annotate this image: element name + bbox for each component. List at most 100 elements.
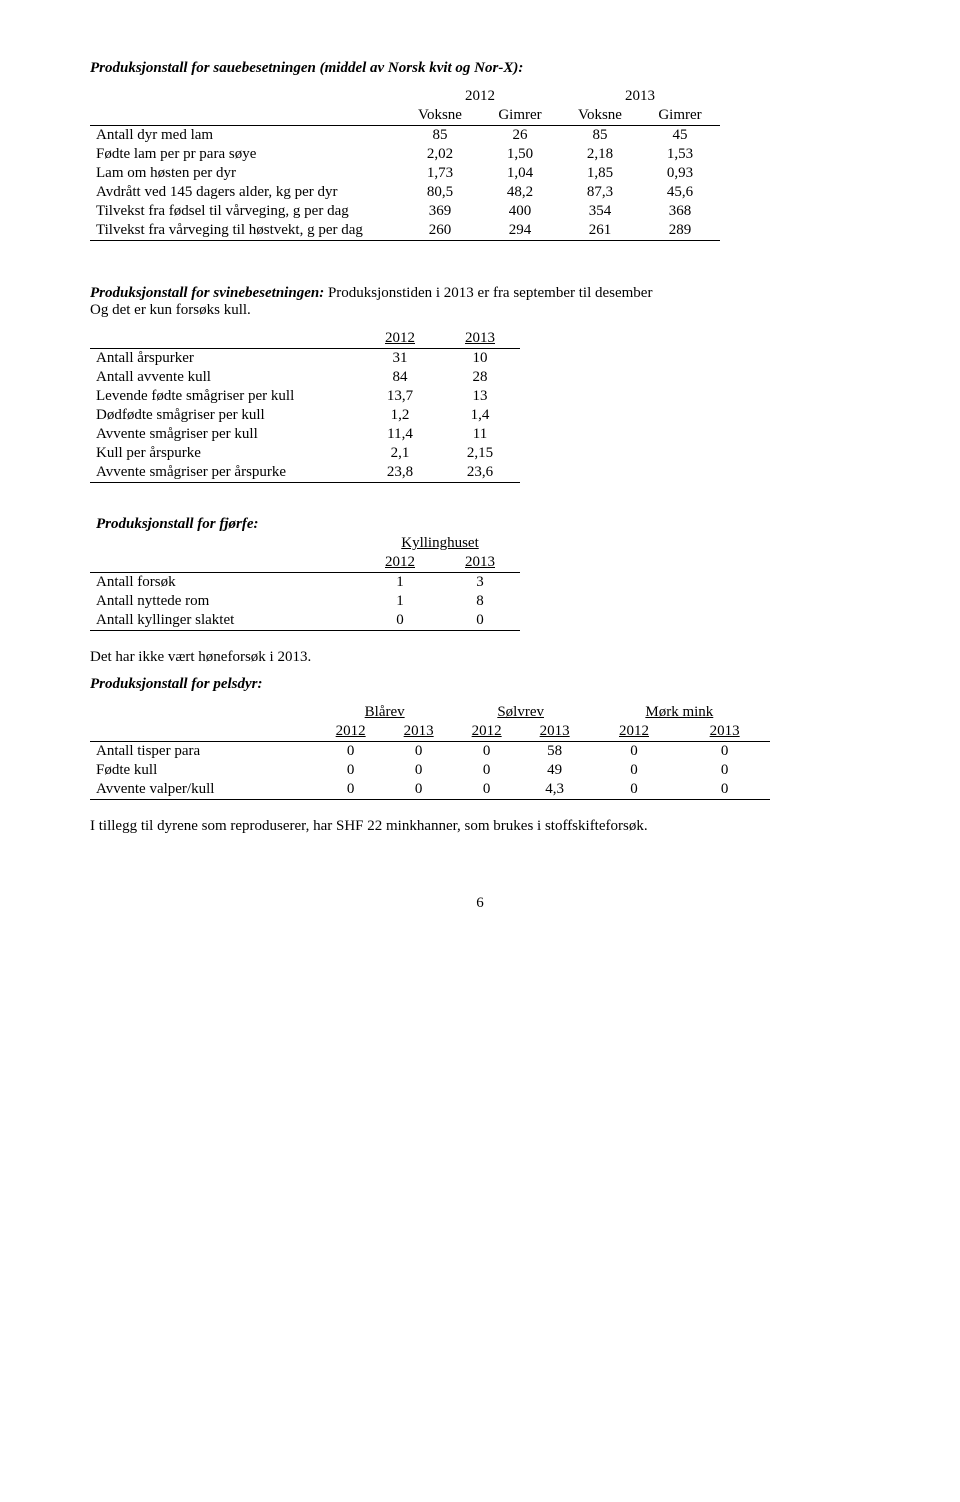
table-cell: 85 [560, 126, 640, 146]
fur-y3: 2012 [453, 722, 521, 742]
poultry-title: Produksjonstall for fjørfe: [90, 515, 360, 534]
table-cell: 2,02 [400, 145, 480, 164]
table-cell: 0 [317, 761, 385, 780]
table-cell: 2,15 [440, 444, 520, 463]
table-cell: 58 [521, 742, 589, 762]
table-cell: 0 [317, 780, 385, 800]
table-cell: 1,85 [560, 164, 640, 183]
table-cell: 1,2 [360, 406, 440, 425]
poultry-note: Det har ikke vært høneforsøk i 2013. [90, 649, 870, 666]
fur-y6: 2013 [679, 722, 770, 742]
table-row-label: Levende fødte smågriser per kull [90, 387, 360, 406]
table-cell: 0 [317, 742, 385, 762]
table-cell: 354 [560, 202, 640, 221]
table-cell: 1 [360, 592, 440, 611]
table-cell: 0 [679, 761, 770, 780]
table-row-label: Avvente valper/kull [90, 780, 317, 800]
table-row-label: Avdrått ved 145 dagers alder, kg per dyr [90, 183, 400, 202]
table-row-label: Avvente smågriser per årspurke [90, 463, 360, 483]
table-cell: 45 [640, 126, 720, 146]
table-cell: 10 [440, 349, 520, 369]
table-cell: 0 [679, 742, 770, 762]
table-cell: 11,4 [360, 425, 440, 444]
fur-note: I tillegg til dyrene som reproduserer, h… [90, 818, 870, 835]
fur-table: Blårev Sølvrev Mørk mink 2012 2013 2012 … [90, 703, 770, 800]
sheep-year-2: 2013 [560, 87, 720, 106]
swine-intro-label: Produksjonstall for svinebesetningen: [90, 285, 324, 301]
table-cell: 0 [385, 761, 453, 780]
fur-y4: 2013 [521, 722, 589, 742]
table-cell: 0 [440, 611, 520, 631]
table-row-label: Tilvekst fra vårveging til høstvekt, g p… [90, 221, 400, 241]
table-cell: 1,4 [440, 406, 520, 425]
table-cell: 1 [360, 573, 440, 593]
table-row-label: Avvente smågriser per kull [90, 425, 360, 444]
table-cell: 48,2 [480, 183, 560, 202]
table-cell: 1,73 [400, 164, 480, 183]
table-cell: 23,6 [440, 463, 520, 483]
table-cell: 87,3 [560, 183, 640, 202]
table-cell: 369 [400, 202, 480, 221]
table-row-label: Lam om høsten per dyr [90, 164, 400, 183]
fur-group-2: Sølvrev [453, 703, 589, 722]
table-cell: 1,04 [480, 164, 560, 183]
table-cell: 2,18 [560, 145, 640, 164]
poultry-table: Produksjonstall for fjørfe: Kyllinghuset… [90, 515, 520, 631]
fur-title: Produksjonstall for pelsdyr: [90, 676, 870, 693]
table-cell: 2,1 [360, 444, 440, 463]
table-row-label: Antall avvente kull [90, 368, 360, 387]
table-cell: 368 [640, 202, 720, 221]
table-cell: 0 [385, 742, 453, 762]
swine-year-1: 2012 [360, 329, 440, 349]
sheep-table: 2012 2013 Voksne Gimrer Voksne Gimrer An… [90, 87, 720, 241]
sheep-sub-4: Gimrer [640, 106, 720, 126]
poultry-year-1: 2012 [360, 553, 440, 573]
poultry-year-2: 2013 [440, 553, 520, 573]
table-cell: 4,3 [521, 780, 589, 800]
table-cell: 0 [385, 780, 453, 800]
table-cell: 49 [521, 761, 589, 780]
fur-group-3: Mørk mink [589, 703, 770, 722]
fur-y5: 2012 [589, 722, 680, 742]
table-cell: 8 [440, 592, 520, 611]
table-cell: 3 [440, 573, 520, 593]
table-row-label: Kull per årspurke [90, 444, 360, 463]
table-cell: 0,93 [640, 164, 720, 183]
swine-intro: Produksjonstall for svinebesetningen: Pr… [90, 285, 870, 319]
table-row-label: Tilvekst fra fødsel til vårveging, g per… [90, 202, 400, 221]
table-row-label: Antall kyllinger slaktet [90, 611, 360, 631]
table-row-label: Antall tisper para [90, 742, 317, 762]
table-cell: 26 [480, 126, 560, 146]
table-cell: 0 [360, 611, 440, 631]
table-cell: 1,53 [640, 145, 720, 164]
table-cell: 260 [400, 221, 480, 241]
table-row-label: Dødfødte smågriser per kull [90, 406, 360, 425]
table-cell: 289 [640, 221, 720, 241]
table-row-label: Fødte kull [90, 761, 317, 780]
swine-table: 2012 2013 Antall årspurker3110Antall avv… [90, 329, 520, 483]
fur-y2: 2013 [385, 722, 453, 742]
table-row-label: Antall årspurker [90, 349, 360, 369]
table-cell: 85 [400, 126, 480, 146]
swine-intro-rest: Produksjonstiden i 2013 er fra september… [324, 285, 652, 301]
fur-group-1: Blårev [317, 703, 453, 722]
table-row-label: Antall nyttede rom [90, 592, 360, 611]
sheep-sub-2: Gimrer [480, 106, 560, 126]
sheep-sub-3: Voksne [560, 106, 640, 126]
page-number: 6 [90, 895, 870, 912]
table-cell: 261 [560, 221, 640, 241]
table-cell: 13 [440, 387, 520, 406]
fur-y1: 2012 [317, 722, 385, 742]
table-cell: 13,7 [360, 387, 440, 406]
swine-year-2: 2013 [440, 329, 520, 349]
table-cell: 400 [480, 202, 560, 221]
table-cell: 0 [453, 780, 521, 800]
sheep-title: Produksjonstall for sauebesetningen (mid… [90, 60, 870, 77]
sheep-year-1: 2012 [400, 87, 560, 106]
table-cell: 28 [440, 368, 520, 387]
table-cell: 0 [453, 742, 521, 762]
poultry-house: Kyllinghuset [360, 534, 520, 553]
table-row-label: Antall dyr med lam [90, 126, 400, 146]
table-cell: 84 [360, 368, 440, 387]
table-cell: 80,5 [400, 183, 480, 202]
